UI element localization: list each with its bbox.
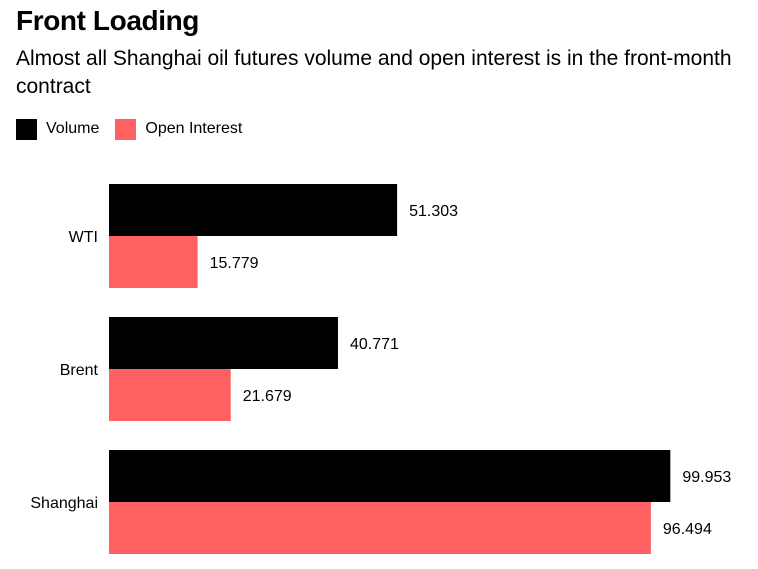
legend-item-volume: Volume xyxy=(16,118,100,140)
chart-subtitle: Almost all Shanghai oil futures volume a… xyxy=(16,47,732,98)
bar-group-shanghai: Shanghai 99.953 96.494 xyxy=(30,450,731,554)
category-label-shanghai: Shanghai xyxy=(30,495,98,512)
value-label-brent-volume: 40.771 xyxy=(350,336,399,353)
value-label-brent-open-interest: 21.679 xyxy=(243,388,292,405)
legend-swatch-open-interest xyxy=(115,118,137,140)
bar-brent-volume xyxy=(109,317,338,369)
bar-wti-volume xyxy=(109,184,398,236)
category-label-wti: WTI xyxy=(69,229,98,246)
legend-label-open-interest: Open Interest xyxy=(145,120,243,137)
category-label-brent: Brent xyxy=(60,362,99,379)
value-label-shanghai-open-interest: 96.494 xyxy=(663,521,712,538)
bar-group-wti: WTI 51.303 15.779 xyxy=(69,184,458,288)
value-label-shanghai-volume: 99.953 xyxy=(682,469,731,486)
bar-group-brent: Brent 40.771 21.679 xyxy=(60,317,399,421)
bar-shanghai-open-interest xyxy=(109,502,651,554)
chart-legend: Volume Open Interest xyxy=(16,118,258,140)
bar-wti-open-interest xyxy=(109,236,198,288)
value-label-wti-open-interest: 15.779 xyxy=(210,255,259,272)
legend-swatch-volume xyxy=(16,118,37,140)
legend-item-open-interest: Open Interest xyxy=(115,118,243,140)
bar-brent-open-interest xyxy=(109,369,231,421)
bar-shanghai-volume xyxy=(109,450,671,502)
value-label-wti-volume: 51.303 xyxy=(409,203,458,220)
chart-title: Front Loading xyxy=(16,5,199,36)
legend-label-volume: Volume xyxy=(46,120,100,137)
